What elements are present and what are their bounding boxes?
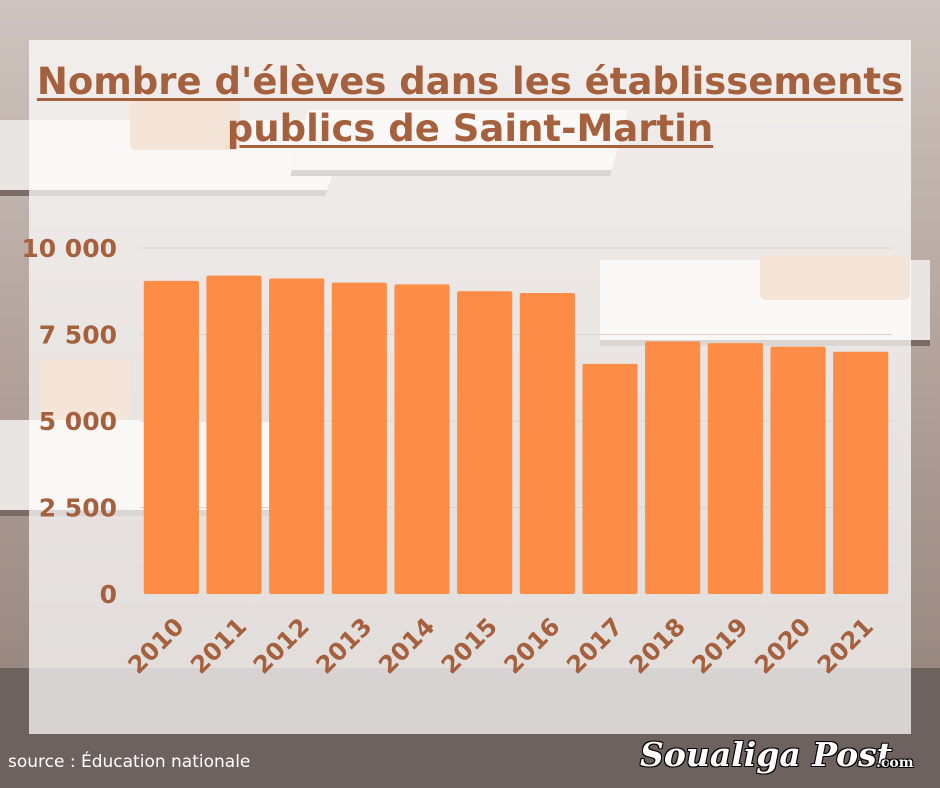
y-axis-ticks: 0 2 500 5 000 7 500 10 000 (21, 234, 117, 609)
bar-2016 (519, 292, 575, 594)
bar-2021 (833, 351, 889, 594)
x-tick-label: 2014 (373, 612, 440, 679)
chart-title: Nombre d'élèves dans les établissements … (0, 58, 940, 152)
title-line-1: Nombre d'élèves dans les établissements (36, 60, 904, 103)
publisher-logo-suffix: .com (876, 755, 914, 771)
bar-2020 (770, 346, 826, 594)
grid-lines (140, 247, 892, 508)
x-tick-label: 2016 (499, 612, 566, 679)
x-tick-label: 2015 (436, 612, 503, 679)
y-tick-label: 5 000 (39, 407, 117, 436)
y-tick-label: 2 500 (39, 494, 117, 523)
x-tick-label: 2018 (624, 612, 691, 679)
x-tick-label: 2012 (248, 612, 315, 679)
x-tick-label: 2017 (561, 612, 628, 679)
publisher-logo: Soualiga Post (640, 735, 892, 774)
bar-2015 (457, 291, 513, 594)
bars (143, 275, 889, 594)
x-tick-label: 2010 (123, 612, 190, 679)
bar-2012 (269, 278, 325, 594)
y-tick-label: 7 500 (39, 321, 117, 350)
x-axis-ticks: 2010201120122013201420152016201720182019… (123, 612, 879, 679)
x-tick-label: 2021 (812, 612, 879, 679)
x-tick-label: 2013 (311, 612, 378, 679)
bar-2013 (331, 282, 387, 594)
bar-2014 (394, 284, 450, 594)
bar-2011 (206, 275, 262, 594)
bar-2019 (707, 343, 763, 594)
y-tick-label: 10 000 (21, 234, 117, 263)
bar-2018 (645, 341, 701, 594)
y-tick-label: 0 (100, 580, 117, 609)
x-tick-label: 2020 (749, 612, 816, 679)
x-tick-label: 2011 (185, 612, 252, 679)
title-line-2: publics de Saint-Martin (226, 107, 714, 150)
bar-2010 (143, 280, 199, 594)
x-tick-label: 2019 (687, 612, 754, 679)
bar-2017 (582, 363, 638, 594)
source-note: source : Éducation nationale (8, 752, 251, 772)
